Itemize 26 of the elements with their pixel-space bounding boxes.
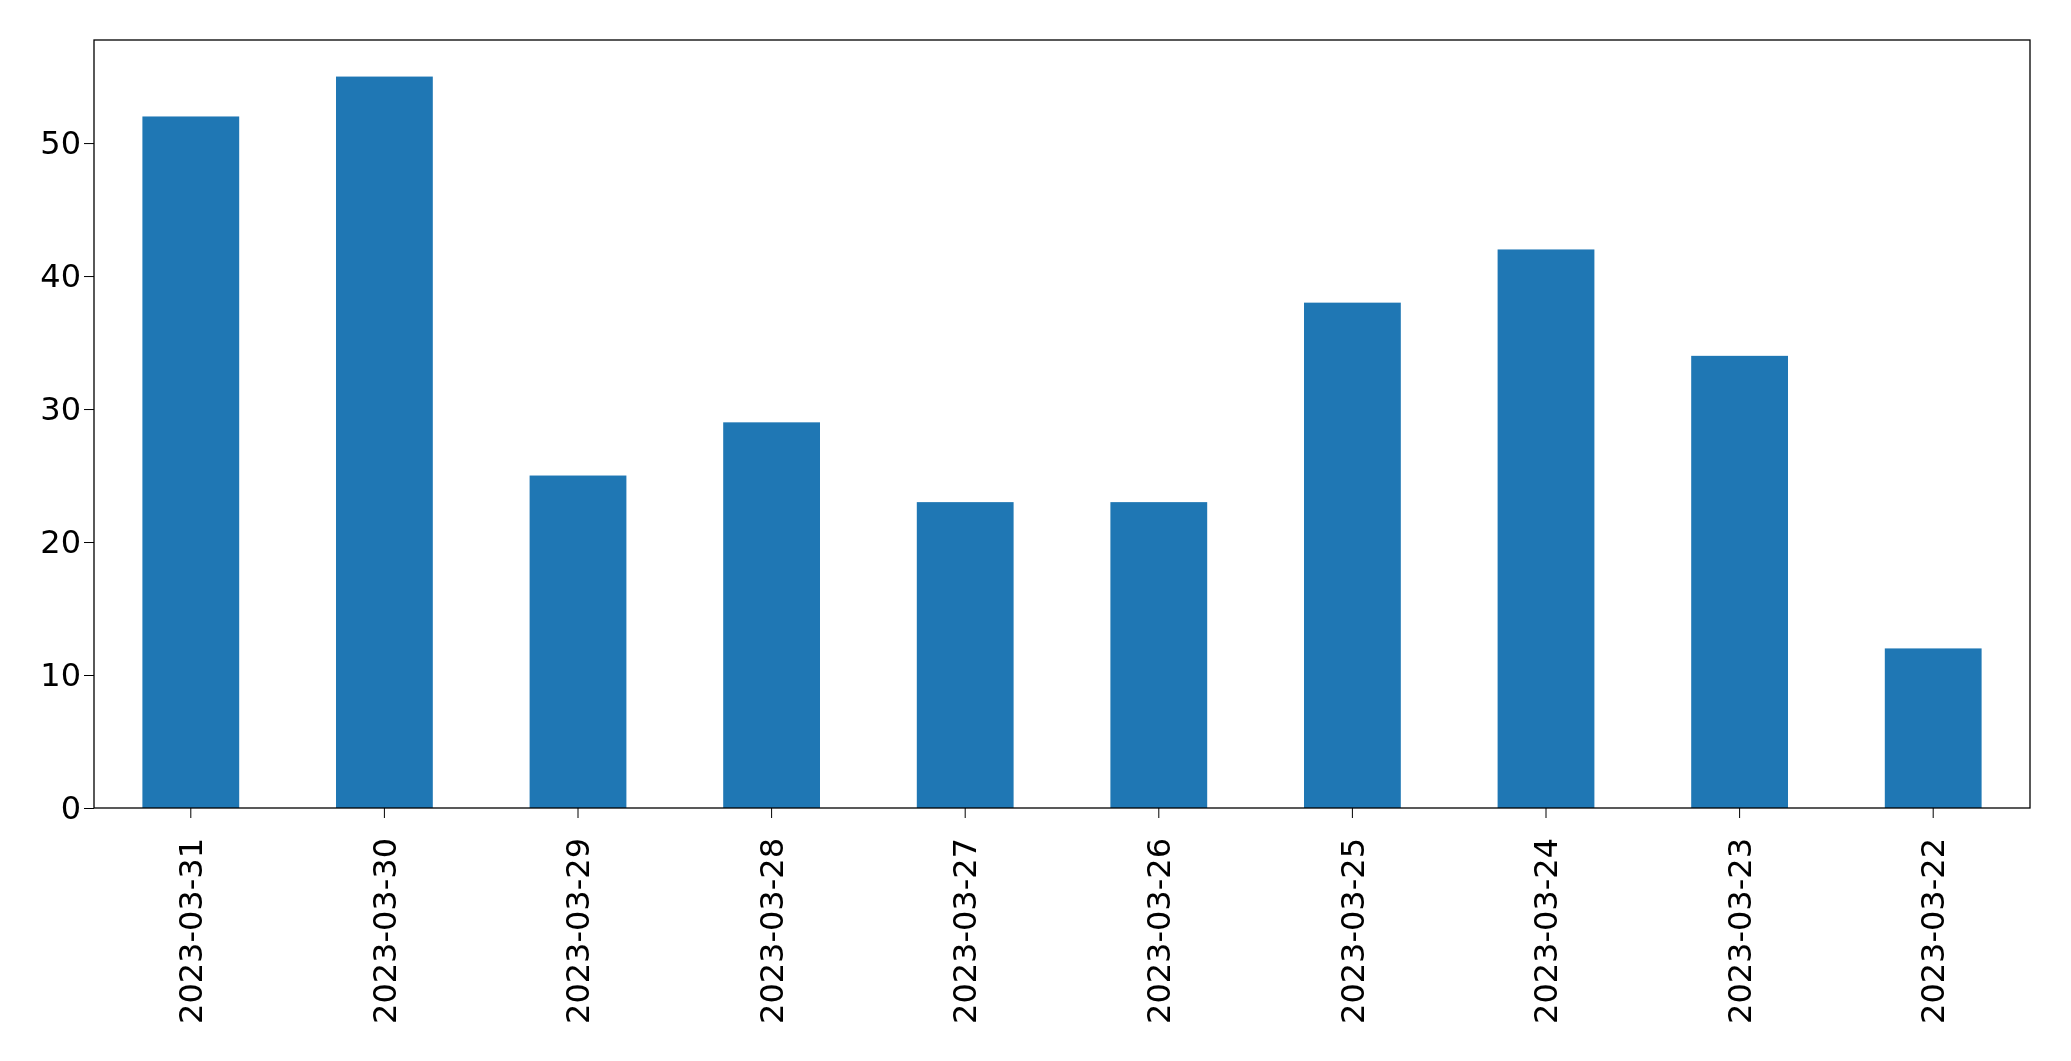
x-tick-label: 2023-03-23 (1720, 838, 1759, 1024)
y-tick-label: 20 (40, 522, 81, 561)
x-tick-label: 2023-03-28 (752, 838, 791, 1024)
x-tick-label: 2023-03-26 (1140, 838, 1178, 1024)
bar (723, 422, 820, 808)
x-tick-label: 2023-03-30 (365, 838, 404, 1024)
bar (1304, 302, 1401, 808)
bar (529, 475, 627, 808)
x-tick-label: 2023-03-22 (1914, 838, 1953, 1024)
bar (336, 76, 433, 808)
bar (1497, 249, 1595, 808)
y-tick-label: 50 (40, 123, 81, 162)
y-tick-label: 30 (40, 389, 81, 428)
bar (1110, 502, 1208, 808)
bar (1691, 355, 1788, 808)
x-tick-label: 2023-03-31 (172, 838, 210, 1024)
bar (1884, 648, 1982, 808)
y-tick-label: 0 (60, 788, 81, 827)
y-tick-label: 40 (40, 256, 81, 295)
x-tick-label: 2023-03-29 (559, 838, 598, 1024)
bar (916, 502, 1014, 808)
x-tick-label: 2023-03-25 (1333, 838, 1372, 1024)
y-tick-label: 10 (40, 655, 81, 694)
x-tick-label: 2023-03-27 (946, 838, 985, 1024)
bar (142, 116, 240, 808)
x-tick-label: 2023-03-24 (1527, 838, 1566, 1024)
